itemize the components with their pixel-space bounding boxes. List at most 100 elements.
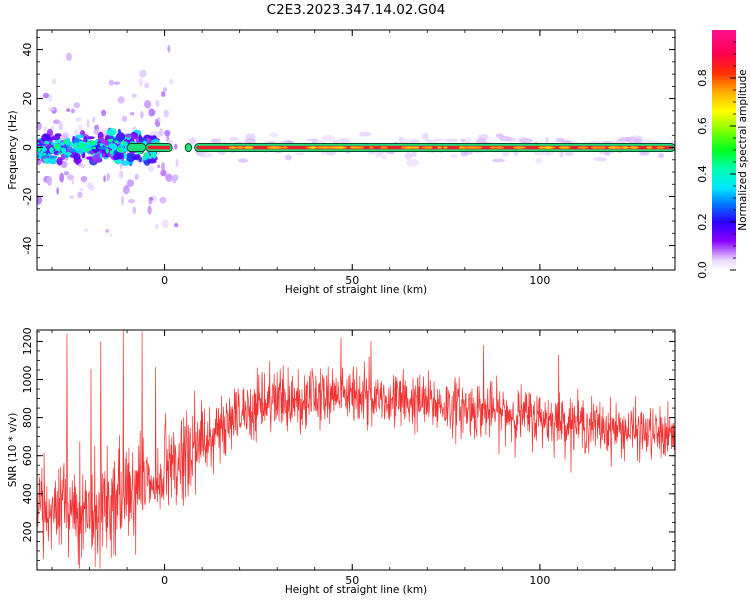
spectral-energy-haze bbox=[321, 134, 335, 142]
spectral-energy-blob bbox=[174, 222, 179, 228]
spectral-energy-haze bbox=[618, 137, 632, 142]
spectral-energy-blob bbox=[157, 164, 160, 169]
snr-panel: 0 50 100 200 400 600 800 1000 1200 Height of st… bbox=[7, 327, 676, 596]
spectral-energy-blob bbox=[169, 78, 174, 85]
spectral-energy-peak bbox=[61, 147, 67, 153]
spectral-energy-haze bbox=[358, 131, 372, 137]
spectral-energy-blob bbox=[106, 173, 110, 179]
spectral-energy-dense bbox=[51, 135, 61, 141]
colorbar-tick-label: 0.6 bbox=[696, 117, 709, 135]
spectral-energy-haze bbox=[210, 138, 222, 144]
spectral-energy-haze bbox=[190, 137, 196, 145]
main-track-highlight bbox=[558, 146, 569, 149]
main-track-highlight bbox=[309, 146, 317, 149]
spectral-energy-blob bbox=[52, 119, 60, 125]
spectral-energy-blob bbox=[162, 87, 168, 92]
spectral-energy-blob bbox=[84, 228, 89, 233]
spectral-energy-haze bbox=[638, 151, 650, 156]
spectrogram-frame bbox=[36, 29, 676, 271]
spectral-energy-haze bbox=[406, 159, 420, 167]
spectrogram-y-ticks: -40 -20 0 20 40 bbox=[21, 36, 675, 271]
spectral-energy-haze bbox=[492, 158, 505, 163]
spectrogram-y-axis-label: Frequency (Hz) bbox=[7, 110, 19, 189]
spectral-energy-haze bbox=[404, 152, 413, 160]
spectral-energy-blob bbox=[132, 206, 137, 215]
main-track-core bbox=[196, 145, 673, 150]
main-track-highlight bbox=[577, 146, 589, 149]
spectral-energy-haze bbox=[464, 137, 472, 145]
spectral-energy-peak bbox=[77, 144, 85, 149]
main-track-highlight bbox=[494, 146, 505, 149]
spectral-energy-peak bbox=[44, 140, 48, 144]
spectral-energy-blob bbox=[165, 174, 173, 179]
spectral-energy-peak bbox=[123, 152, 126, 155]
spectral-energy-blob bbox=[108, 79, 115, 86]
main-track-highlight bbox=[443, 146, 448, 149]
main-track-highlight bbox=[646, 146, 653, 149]
colorbar-gradient bbox=[712, 30, 736, 270]
spectrogram-panel: 0 50 100 -40 -20 0 20 40 Height of straight li… bbox=[7, 29, 676, 296]
spectral-energy-peak bbox=[116, 147, 124, 153]
spectrogram-y-tick-label: 0 bbox=[21, 144, 34, 151]
spectral-energy-peak bbox=[145, 153, 149, 159]
spectral-energy-blob bbox=[105, 229, 109, 233]
snr-y-tick-label: 1000 bbox=[21, 366, 34, 394]
snr-y-tick-label: 600 bbox=[21, 445, 34, 466]
snr-x-ticks: 0 50 100 bbox=[51, 330, 653, 587]
spectral-energy-haze bbox=[535, 157, 543, 164]
spectral-energy-blob bbox=[155, 223, 159, 230]
spectral-energy-haze bbox=[555, 137, 565, 143]
snr-y-tick-label: 200 bbox=[21, 521, 34, 542]
spectral-energy-blob bbox=[109, 233, 113, 237]
main-track-highlight bbox=[458, 146, 464, 149]
spectral-energy-blob bbox=[161, 161, 165, 172]
spectral-energy-dense bbox=[41, 133, 50, 143]
spectral-energy-blob bbox=[75, 116, 82, 122]
spectral-energy-blob bbox=[128, 199, 136, 204]
spectral-energy-blob bbox=[63, 170, 70, 176]
spectral-energy-peak bbox=[75, 147, 79, 151]
spectral-energy-blob bbox=[78, 124, 83, 132]
spectral-energy-peak bbox=[72, 144, 76, 149]
spectral-energy-peak bbox=[90, 140, 96, 146]
spectral-energy-blob bbox=[164, 129, 171, 137]
spectral-energy-dense bbox=[65, 151, 72, 156]
spectral-energy-haze bbox=[544, 136, 550, 144]
spectral-energy-blob bbox=[121, 115, 128, 122]
spectral-energy-blob bbox=[80, 163, 85, 169]
main-track-highlight bbox=[538, 146, 545, 149]
spectral-energy-blob bbox=[80, 175, 88, 183]
spectral-energy-blob bbox=[37, 121, 42, 131]
main-track-highlight bbox=[590, 146, 600, 149]
main-track-highlight bbox=[428, 146, 433, 149]
spectral-energy-blob bbox=[66, 108, 71, 112]
colorbar-tick-label: 0.2 bbox=[696, 213, 709, 231]
spectral-energy-dense bbox=[129, 132, 139, 140]
spectral-energy-dense bbox=[126, 153, 136, 163]
spectral-energy-dense bbox=[125, 133, 132, 138]
spectral-energy-peak bbox=[59, 142, 65, 146]
spectral-energy-blob bbox=[148, 108, 155, 117]
main-track-highlight bbox=[489, 146, 497, 149]
spectral-energy-blob bbox=[48, 107, 56, 112]
spectral-energy-blob bbox=[73, 102, 81, 109]
spectral-energy-blob bbox=[140, 110, 144, 119]
spectral-energy-peak bbox=[114, 140, 119, 143]
spectral-energy-blob bbox=[59, 172, 65, 183]
spectral-energy-dense bbox=[49, 146, 54, 154]
spectral-energy-haze bbox=[284, 154, 292, 161]
spectral-energy-blob bbox=[143, 99, 152, 109]
main-track-core bbox=[147, 145, 171, 150]
spectral-energy-blob bbox=[163, 109, 170, 118]
spectrogram-y-tick-label: 40 bbox=[21, 43, 34, 57]
spectral-energy-blob bbox=[159, 196, 167, 204]
spectral-energy-blob bbox=[42, 92, 50, 99]
main-track-highlight bbox=[315, 146, 327, 149]
spectral-energy-blob bbox=[173, 143, 178, 150]
spectral-energy-haze bbox=[338, 137, 351, 143]
spectrogram-x-tick-label: 0 bbox=[161, 274, 168, 287]
spectral-energy-haze bbox=[460, 138, 466, 143]
snr-y-tick-label: 800 bbox=[21, 407, 34, 428]
spectral-energy-dense bbox=[114, 152, 124, 160]
spectral-energy-peak bbox=[84, 147, 87, 152]
